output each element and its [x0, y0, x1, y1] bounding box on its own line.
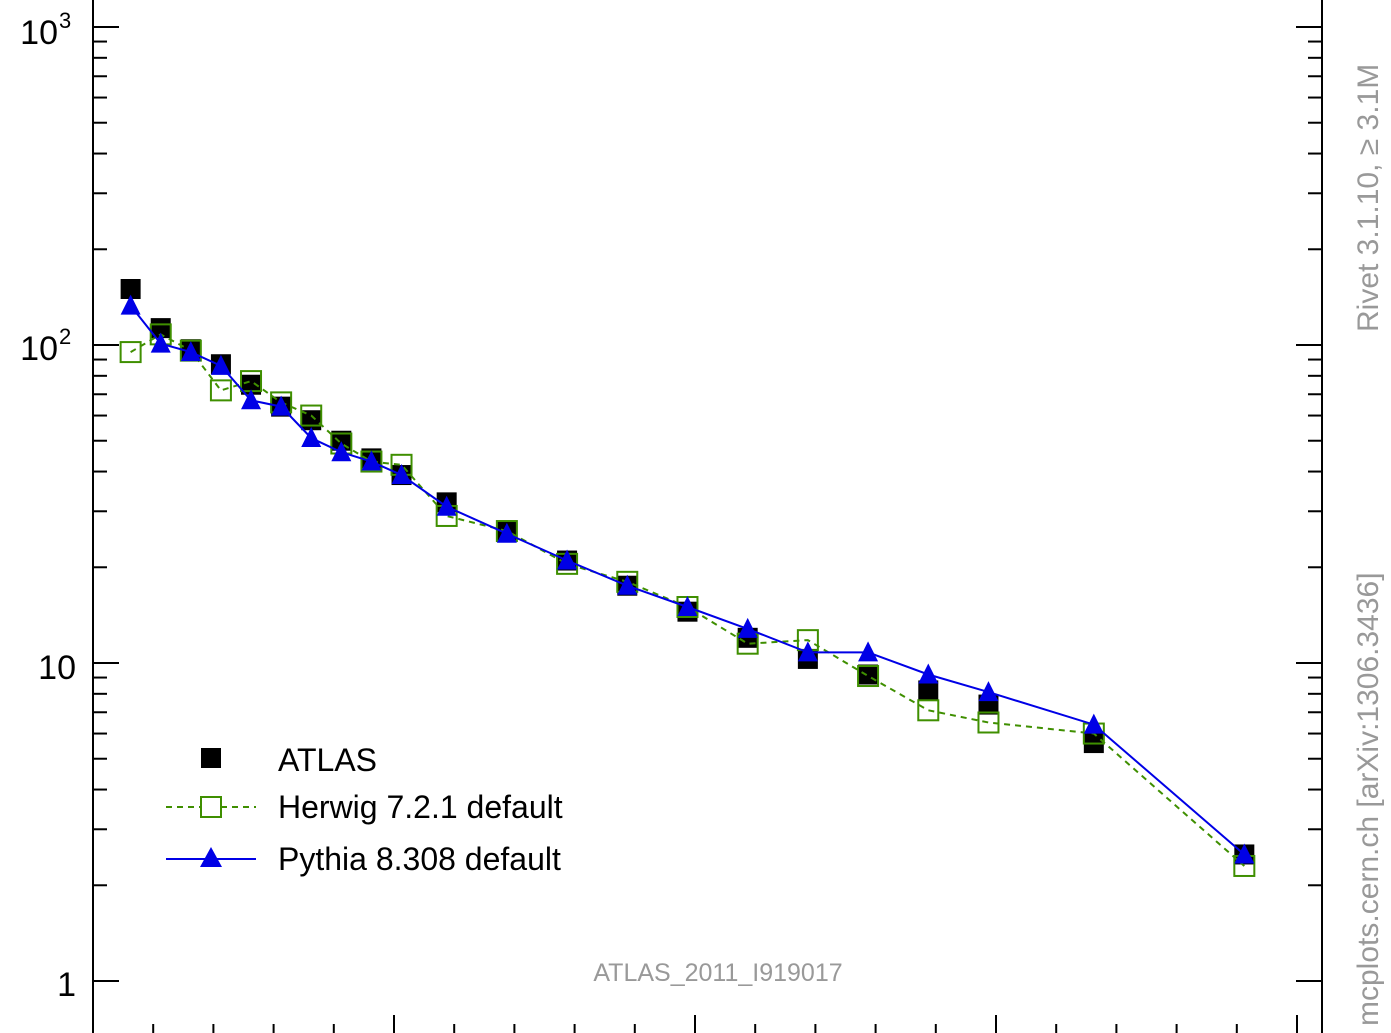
plot-frame — [92, 0, 1323, 1033]
analysis-watermark: ATLAS_2011_I919017 — [593, 959, 842, 987]
y-tick-label-100-exponent: 2 — [59, 324, 71, 349]
data-point — [677, 596, 698, 617]
legend-label-pythia: Pythia 8.308 default — [278, 841, 561, 877]
data-point — [1083, 713, 1104, 734]
series-line-1 — [130, 333, 1245, 867]
side-label-mcplots: mcplots.cern.ch [arXiv:1306.3436] — [1352, 572, 1385, 1026]
legend-label-atlas: ATLAS — [278, 742, 377, 778]
data-point — [210, 354, 231, 375]
y-axis-ticks — [93, 26, 1322, 982]
data-point — [361, 450, 382, 471]
data-point — [209, 379, 232, 402]
data-point — [918, 663, 939, 684]
data-point — [271, 395, 292, 416]
data-point — [977, 711, 1000, 734]
legend-marker-atlas — [201, 748, 221, 768]
y-tick-label-1000: 10 — [20, 14, 58, 52]
data-point — [737, 617, 758, 638]
series-2 — [120, 294, 1255, 864]
y-tick-label-100-base: 10 — [20, 330, 58, 368]
legend: ATLAS Herwig 7.2.1 default Pythia 8.308 … — [166, 742, 563, 877]
data-point — [301, 426, 322, 447]
series-line-2 — [129, 304, 1245, 856]
data-point — [119, 341, 142, 364]
data-point — [978, 681, 999, 702]
data-point — [241, 374, 262, 395]
data-point — [797, 641, 818, 662]
data-point — [120, 294, 141, 315]
legend-marker-pythia — [200, 847, 222, 867]
legend-label-herwig: Herwig 7.2.1 default — [278, 789, 563, 825]
data-point — [331, 441, 352, 462]
data-point — [391, 464, 412, 485]
series-layer — [119, 279, 1256, 877]
data-point — [858, 664, 879, 685]
legend-marker-herwig — [200, 796, 222, 818]
data-point — [120, 279, 141, 300]
data-point — [858, 641, 879, 662]
side-label-rivet: Rivet 3.1.10, ≥ 3.1M — [1352, 64, 1385, 332]
data-point — [557, 549, 578, 570]
data-point — [300, 404, 323, 427]
data-point — [917, 699, 940, 722]
data-point — [918, 680, 939, 701]
data-point — [617, 574, 638, 595]
x-axis-ticks — [92, 1015, 1298, 1033]
data-point — [241, 389, 262, 410]
y-tick-label-1000-base: 10 — [20, 14, 58, 52]
data-point — [1234, 843, 1255, 864]
y-tick-label-1: 1 — [57, 966, 76, 1004]
y-tick-label-100: 10 — [20, 330, 58, 368]
data-point — [496, 522, 517, 543]
data-point — [857, 665, 880, 688]
data-point — [180, 341, 201, 362]
y-axis-tick-labels: 1 10 10 2 10 3 — [20, 8, 76, 1004]
data-point — [436, 495, 457, 516]
y-tick-label-10: 10 — [38, 649, 76, 687]
data-point — [150, 318, 171, 339]
y-tick-label-1000-exponent: 3 — [59, 8, 71, 33]
data-point — [150, 332, 171, 353]
